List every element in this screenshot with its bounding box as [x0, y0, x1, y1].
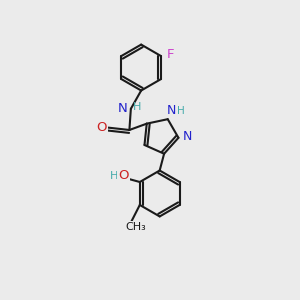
Text: O: O — [97, 121, 107, 134]
Text: N: N — [167, 104, 176, 117]
Text: N: N — [118, 102, 127, 115]
Text: N: N — [183, 130, 192, 143]
Text: F: F — [167, 48, 174, 61]
Text: O: O — [118, 169, 129, 182]
Text: H: H — [177, 106, 184, 116]
Text: CH₃: CH₃ — [125, 222, 146, 232]
Text: H: H — [110, 170, 118, 181]
Text: H: H — [133, 102, 142, 112]
